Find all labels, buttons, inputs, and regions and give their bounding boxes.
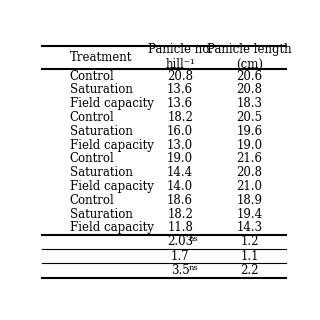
Text: 21.0: 21.0: [236, 180, 262, 193]
Text: 18.6: 18.6: [167, 194, 193, 207]
Text: 16.0: 16.0: [167, 125, 193, 138]
Text: 18.2: 18.2: [167, 111, 193, 124]
Text: 20.8: 20.8: [236, 166, 262, 179]
Text: Control: Control: [70, 194, 115, 207]
Text: 20.5: 20.5: [236, 111, 263, 124]
Text: 14.3: 14.3: [236, 221, 263, 234]
Text: 1.7: 1.7: [171, 250, 189, 263]
Text: Field capacity: Field capacity: [70, 139, 154, 152]
Text: ns: ns: [189, 236, 199, 244]
Text: 2.2: 2.2: [240, 264, 259, 277]
Text: 18.2: 18.2: [167, 208, 193, 220]
Text: Treatment: Treatment: [70, 51, 132, 64]
Text: Saturation: Saturation: [70, 125, 132, 138]
Text: Panicle length
(cm): Panicle length (cm): [207, 44, 292, 71]
Text: 13.6: 13.6: [167, 97, 193, 110]
Text: 1.2: 1.2: [240, 236, 259, 248]
Text: Control: Control: [70, 152, 115, 165]
Text: 1.1: 1.1: [240, 250, 259, 263]
Text: Field capacity: Field capacity: [70, 180, 154, 193]
Text: 11.8: 11.8: [167, 221, 193, 234]
Text: 14.4: 14.4: [167, 166, 193, 179]
Text: Panicle no.
hill⁻¹: Panicle no. hill⁻¹: [148, 44, 212, 71]
Text: 13.0: 13.0: [167, 139, 193, 152]
Text: Saturation: Saturation: [70, 84, 132, 96]
Text: Field capacity: Field capacity: [70, 221, 154, 234]
Text: Field capacity: Field capacity: [70, 97, 154, 110]
Text: 19.4: 19.4: [236, 208, 263, 220]
Text: Saturation: Saturation: [70, 166, 132, 179]
Text: 19.0: 19.0: [167, 152, 193, 165]
Text: 18.9: 18.9: [236, 194, 262, 207]
Text: 21.6: 21.6: [236, 152, 262, 165]
Text: Control: Control: [70, 69, 115, 83]
Text: 14.0: 14.0: [167, 180, 193, 193]
Text: 3.5: 3.5: [171, 264, 189, 277]
Text: 19.6: 19.6: [236, 125, 263, 138]
Text: 20.8: 20.8: [236, 84, 262, 96]
Text: 2.03: 2.03: [167, 236, 193, 248]
Text: 19.0: 19.0: [236, 139, 263, 152]
Text: Control: Control: [70, 111, 115, 124]
Text: 13.6: 13.6: [167, 84, 193, 96]
Text: Saturation: Saturation: [70, 208, 132, 220]
Text: 18.3: 18.3: [236, 97, 262, 110]
Text: ns: ns: [189, 264, 199, 272]
Text: 20.8: 20.8: [167, 69, 193, 83]
Text: 20.6: 20.6: [236, 69, 263, 83]
